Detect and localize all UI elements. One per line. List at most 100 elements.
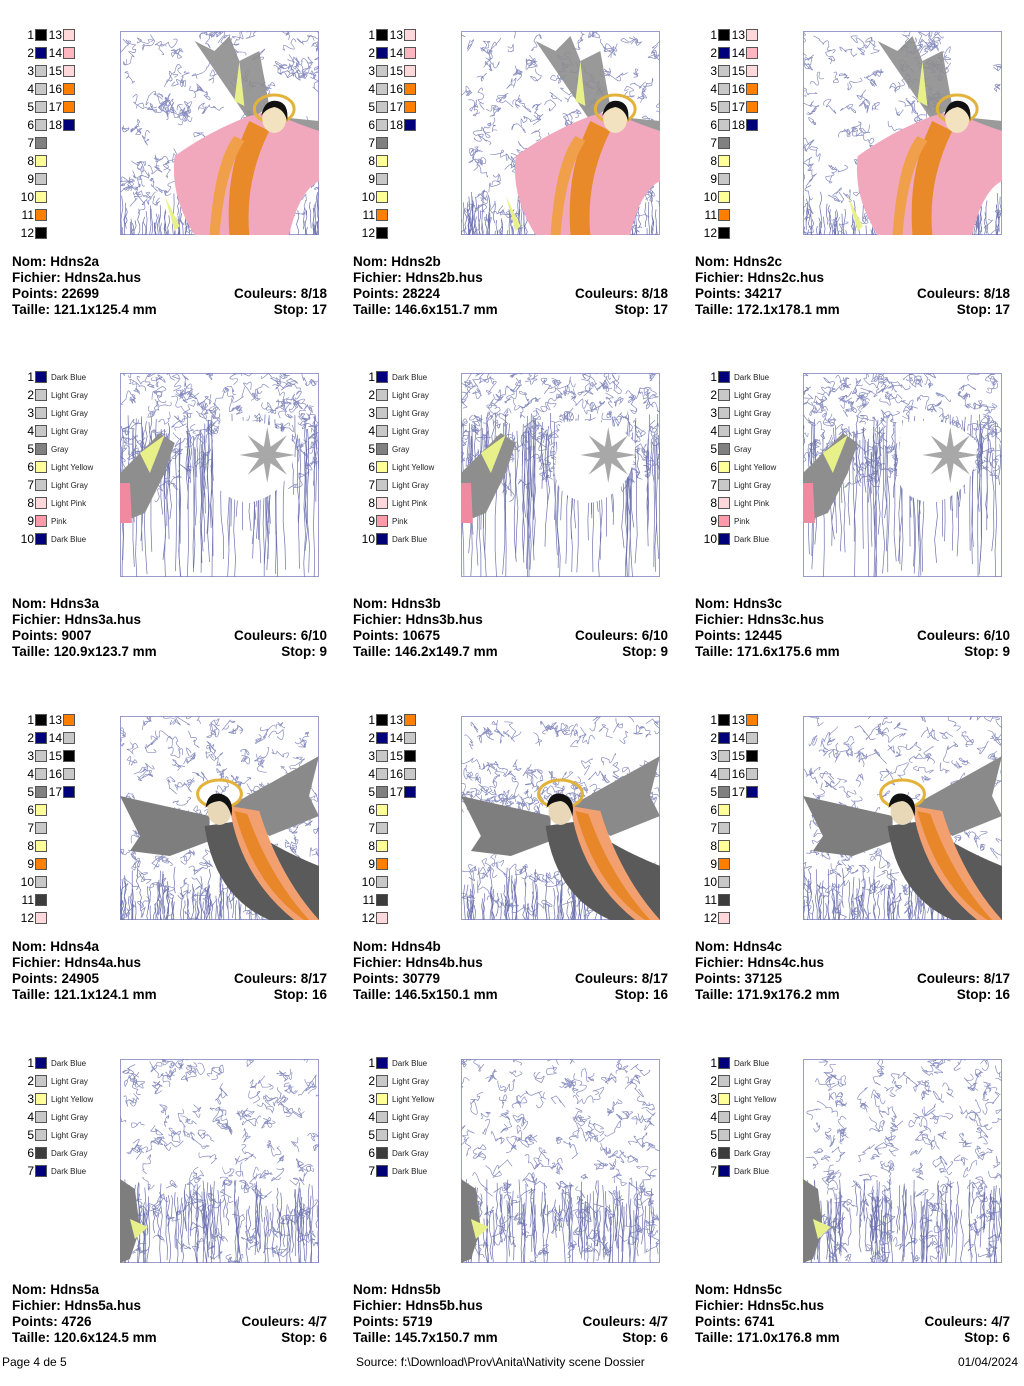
design-size: Taille: 121.1x124.1 mm Stop: 16 [12,987,327,1003]
design-size: Taille: 145.7x150.7 mm Stop: 6 [353,1330,668,1346]
thread-swatch [63,750,75,762]
thread-color-row: 3 [357,749,388,763]
colors-count: Couleurs: 8/18 [233,286,327,301]
thread-number: 2 [710,388,717,402]
thread-number: 5 [368,785,375,799]
thread-color-row: 7 Light Gray [357,478,429,492]
design-points: Points: 37125 Couleurs: 8/17 [695,971,1010,987]
thread-number: 5 [368,442,375,456]
thread-name: Dark Blue [51,534,87,544]
thread-color-row: 16 [727,767,758,781]
thread-number: 15 [389,64,403,78]
thread-number: 11 [362,893,375,907]
thread-swatch [404,732,416,744]
thread-name: Dark Blue [392,1058,428,1068]
design-size: Taille: 120.6x124.5 mm Stop: 6 [12,1330,327,1346]
wing-edge [461,1179,489,1263]
thread-swatch [63,714,75,726]
stop-count: Stop: 9 [281,644,327,659]
thread-number: 10 [20,190,34,204]
color-legend: 1 Dark Blue 2 Light Gray 3 Light Gray 4 Light G… [16,370,116,600]
thread-name: Pink [51,516,67,526]
thread-name: Dark Blue [392,1166,428,1176]
thread-name: Light Gray [734,390,771,400]
design-info: Nom: Hdns3c Fichier: Hdns3c.hus Points: 12… [695,596,1010,660]
thread-number: 16 [731,767,745,781]
thread-swatch [63,786,75,798]
thread-swatch [718,786,730,798]
angel-figure [847,36,1002,235]
design-points: Points: 4726 Couleurs: 4/7 [12,1314,327,1330]
thread-color-row: 1 [699,713,730,727]
thread-name: Light Pink [392,498,428,508]
thread-swatch [718,1147,730,1159]
thread-color-row: 17 [385,785,416,799]
colors-count: Couleurs: 4/7 [582,1314,668,1329]
thread-number: 1 [27,713,34,727]
thread-swatch [718,1075,730,1087]
thread-color-row: 11 [357,893,388,907]
design-size: Taille: 171.0x176.8 mm Stop: 6 [695,1330,1010,1346]
thread-color-row: 12 [357,911,388,925]
thread-number: 8 [27,154,34,168]
thread-color-row: 7 [699,821,730,835]
thread-swatch [376,750,388,762]
thread-color-row: 4 [16,767,47,781]
thread-number: 8 [27,496,34,510]
thread-swatch [718,515,730,527]
thread-color-row: 3 Light Gray [16,406,88,420]
thread-swatch [376,768,388,780]
thread-swatch [718,1129,730,1141]
thread-swatch [35,894,47,906]
thread-swatch [376,407,388,419]
thread-number: 9 [710,857,717,871]
thread-number: 2 [368,388,375,402]
star-figure [896,420,979,503]
thread-number: 6 [27,118,34,132]
design-card: 1 2 3 4 5 6 7 8 9 10 11 12 13 14 15 16 17 Nom: Hdns4a Fich… [12,713,327,1043]
thread-swatch [35,804,47,816]
design-name: Nom: Hdns5c [695,1282,783,1297]
thread-number: 1 [710,713,717,727]
thread-color-row: 11 [357,208,388,222]
thread-color-row: 11 [16,208,47,222]
thread-number: 9 [368,514,375,528]
thread-swatch [718,894,730,906]
design-preview [803,31,1002,235]
thread-color-row: 11 [699,893,730,907]
thread-swatch [746,750,758,762]
thread-color-row: 2 Light Gray [357,388,429,402]
thread-name: Light Gray [734,408,771,418]
size-value: Taille: 120.6x124.5 mm [12,1330,157,1345]
thread-color-row: 4 Light Gray [357,424,429,438]
thread-swatch [404,29,416,41]
design-preview [120,373,319,577]
thread-color-row: 14 [44,731,75,745]
thread-number: 2 [27,388,34,402]
thread-number: 14 [48,46,62,60]
thread-color-row: 10 Dark Blue [699,532,769,546]
design-name: Nom: Hdns2a [12,254,100,269]
thread-color-row: 4 [699,82,730,96]
thread-number: 2 [368,46,375,60]
thread-color-row: 14 [727,46,758,60]
thread-swatch [376,191,388,203]
thread-color-row: 8 [699,839,730,853]
thread-color-row: 2 [357,731,388,745]
thread-number: 13 [389,713,403,727]
thread-swatch [404,47,416,59]
thread-swatch [376,83,388,95]
thread-swatch [718,137,730,149]
wing-edge [120,1179,148,1263]
thread-number: 1 [710,28,717,42]
design-card: 1 Dark Blue 2 Light Gray 3 Light Gray 4 Light G… [695,370,1010,700]
wing-edge [803,1179,831,1263]
thread-swatch [35,786,47,798]
thread-color-row: 6 [16,803,47,817]
thread-name: Dark Blue [734,1058,770,1068]
thread-swatch [63,101,75,113]
design-size: Taille: 121.1x125.4 mm Stop: 17 [12,302,327,318]
thread-color-row: 3 [16,64,47,78]
thread-number: 10 [20,532,34,546]
thread-color-row: 4 Light Gray [699,424,771,438]
